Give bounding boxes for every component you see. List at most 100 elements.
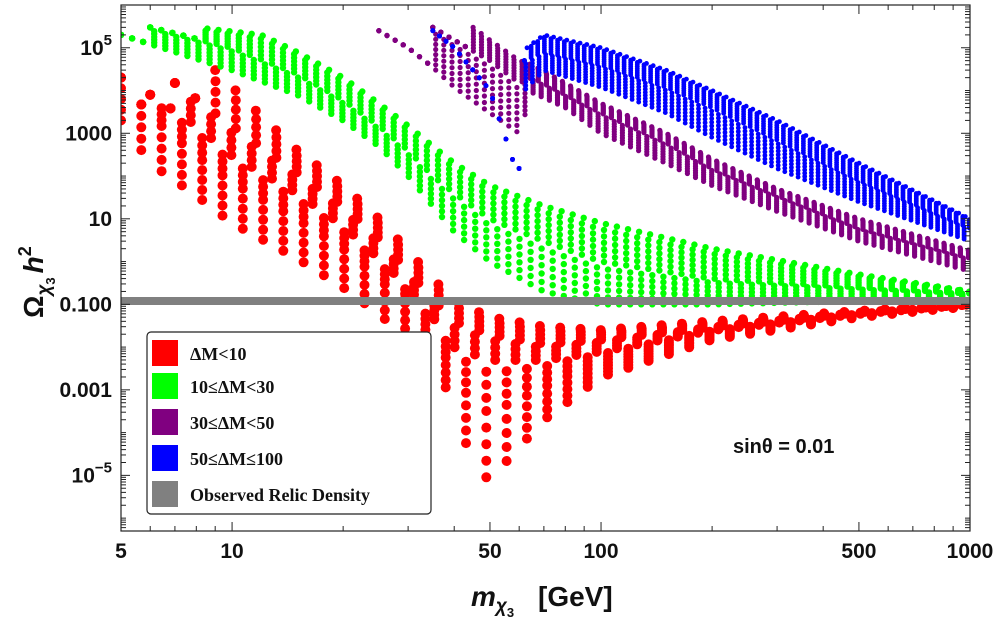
point bbox=[722, 271, 729, 278]
point bbox=[318, 213, 329, 223]
point bbox=[762, 149, 768, 155]
point bbox=[660, 290, 667, 297]
point bbox=[449, 195, 457, 202]
point bbox=[551, 34, 556, 40]
point bbox=[782, 155, 788, 161]
point bbox=[271, 125, 282, 136]
point bbox=[498, 92, 504, 98]
point bbox=[486, 37, 492, 43]
point bbox=[512, 226, 519, 233]
point bbox=[638, 282, 645, 290]
point bbox=[722, 122, 728, 128]
point bbox=[623, 250, 630, 257]
point bbox=[489, 92, 496, 98]
point bbox=[479, 204, 486, 211]
point bbox=[370, 96, 377, 103]
point bbox=[755, 139, 761, 144]
point bbox=[724, 248, 731, 255]
point bbox=[742, 147, 748, 152]
point bbox=[600, 233, 608, 240]
point bbox=[737, 314, 748, 325]
point bbox=[571, 272, 578, 279]
point bbox=[545, 221, 552, 229]
point bbox=[457, 82, 463, 88]
point bbox=[465, 88, 471, 94]
point bbox=[537, 35, 543, 40]
point bbox=[217, 163, 228, 174]
y-axis-label: Ωχ3 h2 bbox=[15, 246, 58, 318]
point bbox=[678, 254, 685, 261]
point bbox=[676, 117, 681, 122]
point bbox=[816, 140, 822, 145]
point bbox=[441, 53, 447, 59]
x-tick-label: 500 bbox=[841, 540, 876, 563]
series-3 bbox=[430, 28, 970, 242]
point bbox=[682, 286, 689, 293]
point bbox=[676, 103, 681, 109]
point bbox=[802, 157, 808, 163]
point bbox=[545, 233, 552, 241]
point bbox=[762, 156, 768, 162]
point bbox=[169, 78, 180, 88]
point bbox=[503, 48, 509, 54]
point bbox=[836, 150, 842, 156]
point bbox=[624, 226, 632, 233]
point bbox=[281, 42, 289, 50]
point bbox=[522, 103, 528, 109]
point bbox=[697, 82, 703, 88]
legend-label-dm-10-30: 10≤ΔM<30 bbox=[190, 377, 274, 397]
point bbox=[682, 276, 689, 283]
point bbox=[941, 240, 947, 246]
point bbox=[481, 74, 487, 80]
point bbox=[860, 217, 866, 223]
point bbox=[593, 278, 601, 285]
point bbox=[440, 360, 451, 370]
point bbox=[876, 221, 882, 228]
point bbox=[835, 170, 841, 176]
point bbox=[649, 83, 655, 88]
point bbox=[682, 120, 688, 126]
point bbox=[575, 323, 586, 334]
point bbox=[427, 180, 435, 188]
point bbox=[646, 231, 654, 238]
point bbox=[934, 283, 942, 290]
point bbox=[514, 192, 521, 200]
point bbox=[162, 30, 169, 38]
point bbox=[936, 200, 942, 206]
point bbox=[505, 253, 512, 260]
point bbox=[465, 94, 471, 100]
point bbox=[868, 273, 875, 280]
point bbox=[749, 135, 754, 141]
point bbox=[600, 246, 608, 253]
point bbox=[217, 210, 228, 221]
point bbox=[693, 277, 700, 285]
point bbox=[769, 159, 774, 165]
point bbox=[681, 140, 687, 146]
point bbox=[640, 120, 647, 126]
point bbox=[933, 238, 939, 244]
point bbox=[237, 203, 248, 214]
point bbox=[456, 173, 464, 181]
point bbox=[547, 204, 554, 212]
point bbox=[473, 81, 479, 87]
point bbox=[445, 185, 453, 193]
point bbox=[769, 149, 774, 154]
point bbox=[412, 155, 420, 162]
point bbox=[700, 253, 707, 261]
point bbox=[634, 240, 641, 247]
point bbox=[434, 167, 442, 174]
point bbox=[769, 156, 774, 162]
point bbox=[511, 54, 517, 60]
point bbox=[226, 28, 233, 35]
point bbox=[458, 164, 466, 172]
point bbox=[803, 133, 809, 138]
point bbox=[490, 217, 497, 224]
point bbox=[735, 132, 741, 138]
point bbox=[325, 66, 333, 74]
point bbox=[762, 142, 768, 148]
point bbox=[571, 287, 578, 294]
point bbox=[671, 285, 678, 292]
point bbox=[693, 291, 700, 299]
point bbox=[619, 122, 626, 128]
point bbox=[339, 227, 350, 238]
